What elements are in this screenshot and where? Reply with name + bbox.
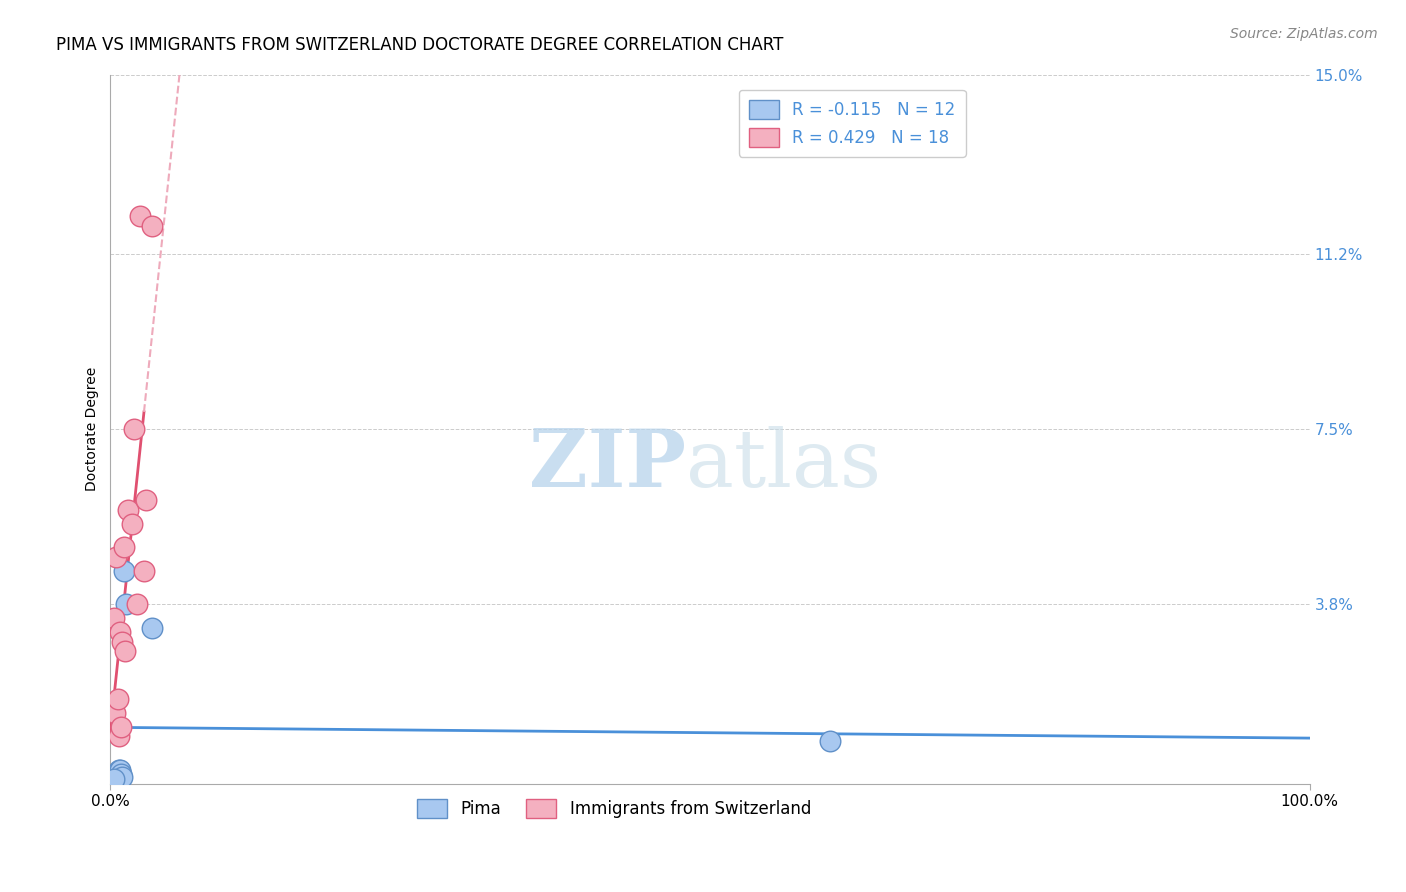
- Immigrants from Switzerland: [117, 502, 139, 516]
- Pima: [110, 767, 132, 781]
- Legend: Pima, Immigrants from Switzerland: Pima, Immigrants from Switzerland: [411, 792, 818, 825]
- Immigrants from Switzerland: [135, 493, 157, 508]
- Pima: [105, 767, 128, 781]
- Immigrants from Switzerland: [105, 549, 128, 564]
- Y-axis label: Doctorate Degree: Doctorate Degree: [86, 367, 100, 491]
- Pima: [104, 770, 127, 784]
- Pima: [103, 772, 125, 786]
- Immigrants from Switzerland: [111, 635, 134, 649]
- Text: Source: ZipAtlas.com: Source: ZipAtlas.com: [1230, 27, 1378, 41]
- Pima: [107, 763, 129, 777]
- Immigrants from Switzerland: [112, 541, 135, 555]
- Immigrants from Switzerland: [107, 691, 129, 706]
- Pima: [107, 764, 129, 779]
- Immigrants from Switzerland: [114, 644, 136, 658]
- Immigrants from Switzerland: [125, 597, 148, 611]
- Pima: [108, 763, 131, 777]
- Pima: [818, 734, 841, 748]
- Immigrants from Switzerland: [129, 210, 152, 224]
- Pima: [111, 770, 134, 784]
- Text: ZIP: ZIP: [529, 425, 686, 504]
- Immigrants from Switzerland: [104, 706, 127, 720]
- Immigrants from Switzerland: [124, 422, 146, 436]
- Pima: [115, 597, 138, 611]
- Text: atlas: atlas: [686, 425, 882, 504]
- Immigrants from Switzerland: [107, 730, 129, 744]
- Immigrants from Switzerland: [132, 564, 155, 578]
- Text: PIMA VS IMMIGRANTS FROM SWITZERLAND DOCTORATE DEGREE CORRELATION CHART: PIMA VS IMMIGRANTS FROM SWITZERLAND DOCT…: [56, 36, 783, 54]
- Immigrants from Switzerland: [121, 516, 143, 531]
- Pima: [112, 564, 135, 578]
- Immigrants from Switzerland: [141, 219, 163, 233]
- Immigrants from Switzerland: [103, 611, 125, 625]
- Immigrants from Switzerland: [108, 625, 131, 640]
- Pima: [141, 621, 163, 635]
- Immigrants from Switzerland: [110, 720, 132, 734]
